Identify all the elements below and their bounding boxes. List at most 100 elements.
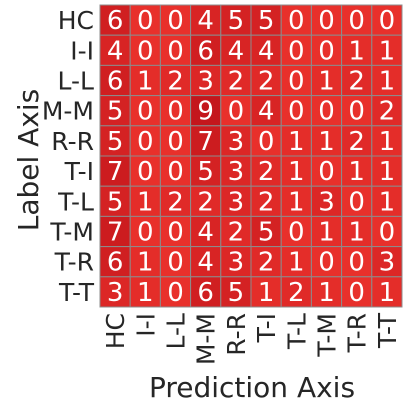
cell-value-label: 0 — [167, 6, 184, 36]
heatmap-cell — [250, 125, 282, 157]
heatmap-cell — [99, 185, 131, 217]
cell-value-label: 0 — [167, 36, 184, 66]
cell-value-label: 1 — [258, 278, 275, 308]
cell-value-label: 4 — [258, 36, 275, 66]
heatmap-cell — [99, 276, 131, 308]
cell-value-label: 3 — [228, 187, 245, 217]
y-tick-label: T-R — [54, 248, 94, 277]
heatmap-cell — [341, 34, 373, 66]
heatmap-cell — [250, 95, 282, 127]
cell-value-label: 5 — [258, 218, 275, 248]
cell-value-label: 0 — [348, 248, 365, 278]
cell-value-label: 2 — [348, 127, 365, 157]
heatmap-cell — [341, 276, 373, 308]
cell-value-label: 1 — [348, 157, 365, 187]
heatmap-cell — [371, 215, 403, 248]
cell-value-label: 2 — [348, 67, 365, 97]
cell-value-label: 0 — [318, 157, 335, 187]
cell-value-label: 5 — [107, 97, 124, 127]
cell-value-label: 1 — [137, 248, 154, 278]
cell-value-label: 0 — [288, 218, 305, 248]
x-tick-label: I-I — [131, 313, 160, 337]
heatmap-cell — [99, 4, 131, 36]
y-tick-label: M-M — [42, 97, 94, 126]
cell-value-label: 6 — [197, 36, 214, 66]
heatmap-cell — [250, 185, 282, 217]
cell-value-label: 0 — [228, 97, 245, 127]
cell-value-label: 3 — [228, 127, 245, 157]
cell-value-label: 0 — [318, 6, 335, 36]
cell-value-label: 0 — [137, 36, 154, 66]
cell-value-label: 1 — [379, 278, 396, 308]
y-tick-label: T-I — [64, 157, 94, 186]
x-tick-label: R-R — [222, 313, 251, 356]
cell-value-label: 0 — [137, 127, 154, 157]
cell-value-label: 2 — [167, 67, 184, 97]
cell-value-label: 1 — [137, 278, 154, 308]
cell-value-label: 0 — [167, 218, 184, 248]
heatmap-cell — [190, 185, 222, 217]
cell-value-label: 0 — [167, 97, 184, 127]
heatmap-cell — [220, 276, 252, 308]
cell-value-label: 1 — [288, 127, 305, 157]
y-tick-label: T-T — [58, 278, 95, 307]
cell-value-label: 0 — [167, 127, 184, 157]
heatmap-cell — [250, 34, 282, 66]
y-tick-labels: HCI-IL-LM-MR-RT-IT-LT-MT-RT-T — [42, 6, 95, 307]
cell-value-label: 0 — [348, 278, 365, 308]
cell-value-label: 7 — [197, 127, 214, 157]
heatmap-cell — [250, 276, 282, 308]
y-tick-label: T-M — [49, 218, 94, 247]
heatmap-cell — [280, 276, 312, 308]
cell-value-label: 7 — [107, 157, 124, 187]
heatmap-cell — [280, 64, 312, 97]
heatmap-cell — [280, 185, 312, 217]
heatmap-cell — [280, 215, 312, 248]
x-tick-label: M-M — [192, 313, 221, 365]
cell-value-label: 3 — [379, 248, 396, 278]
cell-value-label: 0 — [348, 97, 365, 127]
heatmap-cell — [159, 155, 192, 187]
heatmap-cell — [129, 246, 161, 278]
heatmap-cell — [159, 215, 192, 248]
cell-value-label: 5 — [197, 157, 214, 187]
heatmap-cell — [280, 246, 312, 278]
heatmap-cell — [99, 64, 131, 97]
cell-value-label: 2 — [228, 218, 245, 248]
cell-value-label: 1 — [379, 127, 396, 157]
x-tick-label: L-L — [162, 313, 191, 350]
cell-value-label: 6 — [107, 248, 124, 278]
cell-value-label: 0 — [348, 6, 365, 36]
cell-value-label: 0 — [167, 278, 184, 308]
cell-value-label: 6 — [107, 67, 124, 97]
heatmap-cell — [99, 95, 131, 127]
y-tick-label: HC — [58, 6, 94, 35]
cell-value-label: 9 — [197, 97, 214, 127]
heatmap-cell — [310, 276, 343, 308]
y-tick-label: I-I — [70, 36, 94, 65]
cell-value-label: 1 — [318, 278, 335, 308]
heatmap-cell — [371, 276, 403, 308]
cell-value-label: 5 — [228, 278, 245, 308]
heatmap-cell — [341, 215, 373, 248]
cell-value-label: 3 — [107, 278, 124, 308]
heatmap-cell — [190, 34, 222, 66]
cell-value-label: 3 — [228, 157, 245, 187]
cell-value-label: 2 — [258, 248, 275, 278]
heatmap-cell — [250, 215, 282, 248]
cell-value-label: 0 — [348, 187, 365, 217]
heatmap-cell — [371, 64, 403, 97]
heatmap-cell — [190, 276, 222, 308]
cell-value-label: 2 — [258, 157, 275, 187]
cell-value-label: 1 — [379, 36, 396, 66]
heatmap-cell — [250, 155, 282, 187]
heatmap-cell — [280, 95, 312, 127]
cell-value-label: 2 — [379, 97, 396, 127]
heatmap-cell — [190, 215, 222, 248]
heatmap-cell — [310, 246, 343, 278]
heatmap-cell — [129, 276, 161, 308]
cell-value-label: 5 — [258, 6, 275, 36]
y-axis-title: Label Axis — [12, 89, 45, 232]
cell-value-label: 2 — [228, 67, 245, 97]
heatmap-cell — [371, 125, 403, 157]
